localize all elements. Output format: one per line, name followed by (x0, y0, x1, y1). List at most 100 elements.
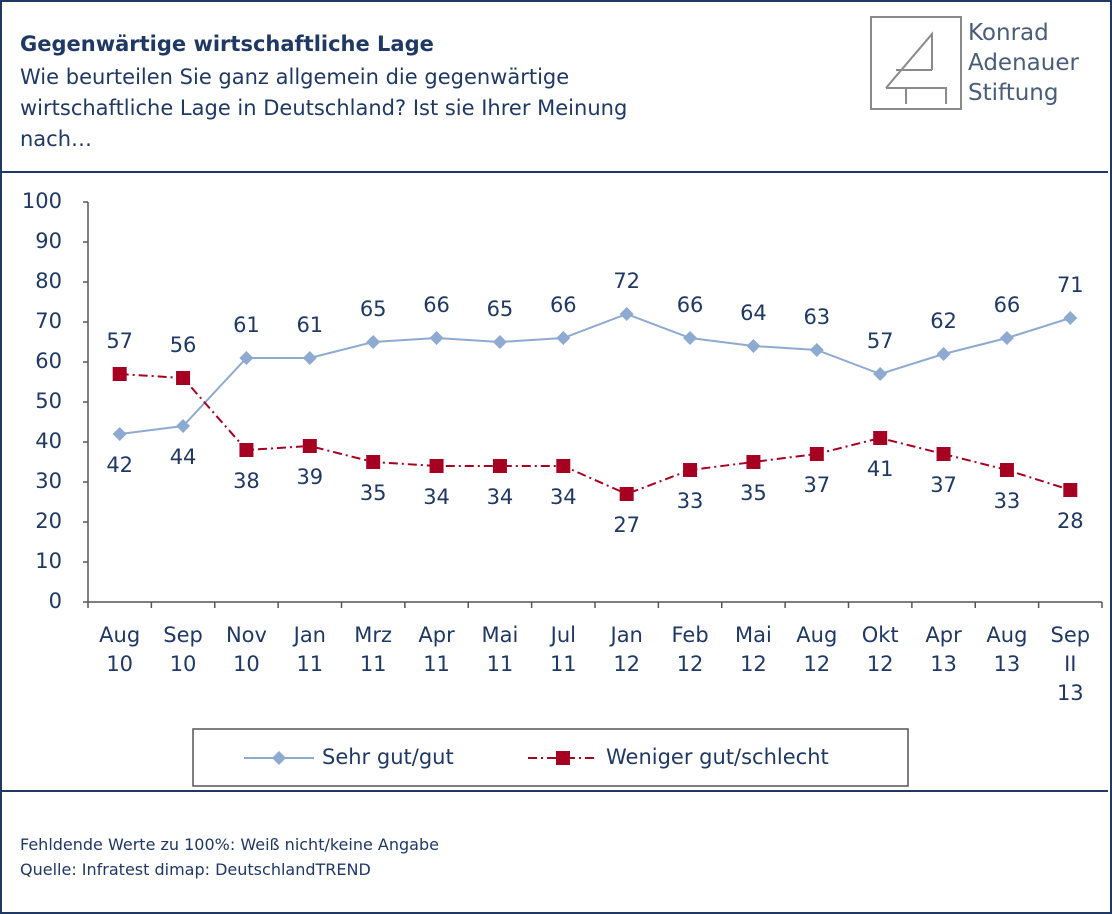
data-label: 27 (613, 513, 640, 537)
marker (302, 351, 317, 365)
marker (619, 307, 634, 321)
x-tick-label: Sep 10 (163, 623, 203, 676)
marker (366, 455, 381, 469)
data-label: 72 (613, 269, 640, 293)
marker (873, 367, 888, 381)
marker (746, 455, 761, 469)
marker (873, 431, 888, 445)
marker (746, 339, 761, 353)
series-line (119, 373, 1071, 496)
data-label: 66 (677, 293, 704, 317)
marker (239, 443, 254, 457)
legend: Sehr gut/gut Weniger gut/schlecht (192, 728, 909, 787)
data-label: 44 (170, 445, 197, 469)
marker (366, 335, 381, 349)
data-label: 35 (360, 481, 387, 505)
data-label: 66 (550, 293, 577, 317)
logo-line: Stiftung (968, 80, 1059, 106)
x-tick-label: Nov 10 (225, 623, 267, 676)
y-tick-label: 40 (35, 429, 62, 453)
marker (683, 463, 698, 477)
marker (556, 459, 571, 473)
series-line (119, 312, 1071, 435)
data-label: 42 (106, 453, 133, 477)
x-tick-label: Jan 11 (293, 623, 326, 676)
note: Fehldende Werte zu 100%: Weiß nicht/kein… (20, 835, 439, 854)
data-label: 41 (867, 457, 894, 481)
data-label: 34 (550, 485, 577, 509)
x-tick-label: Aug 13 (986, 623, 1028, 676)
x-tick-label: Apr 13 (925, 623, 962, 676)
marker (999, 463, 1014, 477)
data-label: 37 (803, 473, 830, 497)
marker (112, 427, 127, 441)
marker (429, 331, 444, 345)
legend-label: Weniger gut/schlecht (606, 745, 829, 769)
logo-line: Konrad (968, 20, 1049, 46)
marker (999, 331, 1014, 345)
y-tick-label: 50 (35, 389, 62, 413)
x-tick-label: Sep II 13 (1050, 623, 1091, 705)
x-tick-label: Apr 11 (418, 623, 455, 676)
marker (429, 459, 444, 473)
marker (272, 751, 286, 765)
subtitle-line: wirtschaftliche Lage in Deutschland? Ist… (20, 96, 628, 120)
data-label: 65 (360, 297, 387, 321)
divider (0, 171, 1108, 173)
y-tick-label: 70 (35, 309, 62, 333)
subtitle-line: nach… (20, 127, 93, 151)
x-tick-label: Aug 12 (796, 623, 838, 676)
y-tick-label: 0 (49, 589, 62, 613)
data-label: 65 (487, 297, 514, 321)
logo-text: Konrad Adenauer Stiftung (968, 18, 1079, 108)
marker (619, 487, 634, 501)
subtitle-line: Wie beurteilen Sie ganz allgemein die ge… (20, 65, 570, 89)
marker (936, 447, 951, 461)
marker (239, 351, 254, 365)
data-label: 35 (740, 481, 767, 505)
data-label: 61 (233, 313, 260, 337)
marker (1063, 311, 1078, 325)
x-tick-label: Aug 10 (99, 623, 141, 676)
legend-label: Sehr gut/gut (322, 745, 454, 769)
marker (112, 367, 127, 381)
data-label: 28 (1057, 509, 1084, 533)
data-label: 57 (106, 329, 133, 353)
data-label: 66 (994, 293, 1021, 317)
marker (176, 371, 191, 385)
x-tick-label: Jan 12 (610, 623, 643, 676)
data-label: 71 (1057, 273, 1084, 297)
data-label: 63 (803, 305, 830, 329)
data-label: 57 (867, 329, 894, 353)
data-label: 56 (170, 333, 197, 357)
marker (683, 331, 698, 345)
data-label: 39 (296, 465, 323, 489)
marker (556, 751, 570, 765)
marker (936, 347, 951, 361)
data-label: 33 (677, 489, 704, 513)
marker (809, 343, 824, 357)
data-label: 34 (423, 485, 450, 509)
data-label: 61 (296, 313, 323, 337)
marker (176, 419, 191, 433)
chart-title: Gegenwärtige wirtschaftliche Lage (20, 32, 434, 56)
y-tick-label: 60 (35, 349, 62, 373)
data-label: 34 (487, 485, 514, 509)
x-tick-label: Feb 12 (671, 623, 709, 676)
marker (302, 439, 317, 453)
marker (492, 459, 507, 473)
y-tick-label: 20 (35, 509, 62, 533)
logo-box (870, 16, 962, 110)
y-tick-label: 30 (35, 469, 62, 493)
x-tick-label: Jul 11 (549, 623, 577, 676)
data-label: 38 (233, 469, 260, 493)
notes: Fehldende Werte zu 100%: Weiß nicht/kein… (20, 832, 439, 882)
y-tick-label: 80 (35, 269, 62, 293)
data-label: 66 (423, 293, 450, 317)
marker (492, 335, 507, 349)
logo-mark (885, 31, 947, 104)
y-tick-label: 90 (35, 229, 62, 253)
x-tick-label: Mai 11 (481, 623, 519, 676)
marker (809, 447, 824, 461)
